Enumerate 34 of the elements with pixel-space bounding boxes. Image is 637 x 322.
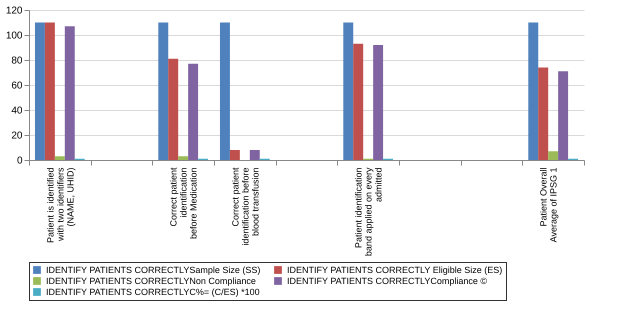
bar <box>44 22 55 160</box>
y-tick-label: 120 <box>6 6 23 16</box>
bar <box>168 58 178 160</box>
bar <box>64 26 75 160</box>
bar <box>548 151 558 160</box>
bar <box>538 68 548 160</box>
bar <box>353 44 364 160</box>
bar <box>220 22 230 160</box>
bar <box>373 45 384 160</box>
legend-label: IDENTIFY PATIENTS CORRECTLY Eligible Size (ES) <box>287 265 502 275</box>
legend-label: IDENTIFY PATIENTS CORRECTLYSample Size (SS) <box>46 265 260 275</box>
bar <box>158 22 168 160</box>
y-tick-label: 20 <box>11 130 23 142</box>
bar <box>343 22 354 160</box>
x-tick-label: Patient is identified with two identifiers (NAME, UHID) <box>45 167 76 244</box>
bar <box>250 150 260 160</box>
y-tick-label: 80 <box>11 56 23 66</box>
y-tick-label: 0 <box>16 156 23 166</box>
bar <box>178 156 188 160</box>
bar <box>54 156 65 160</box>
y-tick-label: 60 <box>11 80 23 92</box>
y-tick-label: 100 <box>6 30 23 42</box>
x-tick-label: Patient identification band applied on every admitted <box>354 167 384 256</box>
legend-label: IDENTIFY PATIENTS CORRECTLYC%= (C/ES) *100 <box>46 287 260 297</box>
bar <box>230 150 240 160</box>
bar <box>188 64 198 160</box>
x-tick-label: Correct patient identification before Medication <box>168 167 199 240</box>
y-tick-label: 40 <box>11 106 23 116</box>
legend-label: IDENTIFY PATIENTS CORRECTLYNon Compliance <box>46 276 256 286</box>
bar <box>558 71 568 160</box>
bar <box>34 22 45 160</box>
bar <box>528 22 538 160</box>
legend-label: IDENTIFY PATIENTS CORRECTLYCompliance © <box>287 276 488 286</box>
x-tick-label: Patient Overall Average of IPSG 1 <box>538 168 559 242</box>
